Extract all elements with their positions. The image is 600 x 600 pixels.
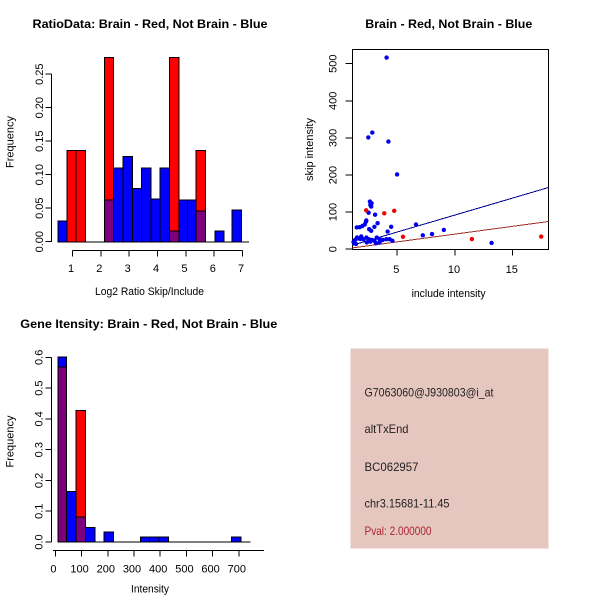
svg-text:3: 3 [125, 263, 131, 275]
svg-text:10: 10 [448, 264, 460, 276]
svg-text:0.4: 0.4 [34, 411, 46, 426]
svg-text:Frequency: Frequency [5, 116, 17, 168]
svg-text:100: 100 [328, 203, 340, 221]
svg-text:Log2 Ratio Skip/Include: Log2 Ratio Skip/Include [95, 286, 204, 298]
svg-text:5: 5 [393, 264, 399, 276]
svg-text:0.15: 0.15 [34, 130, 46, 151]
svg-text:include intensity: include intensity [412, 288, 486, 300]
svg-text:0: 0 [328, 246, 340, 252]
svg-text:altTxEnd: altTxEnd [365, 422, 409, 436]
svg-text:1: 1 [68, 263, 74, 275]
svg-text:skip intensity: skip intensity [304, 118, 316, 181]
svg-text:0.3: 0.3 [34, 442, 46, 457]
svg-text:0.20: 0.20 [34, 97, 46, 118]
svg-text:Pval: 2.000000: Pval: 2.000000 [365, 524, 432, 538]
svg-text:0.10: 0.10 [34, 164, 46, 185]
svg-text:0.5: 0.5 [34, 380, 46, 395]
svg-text:0.6: 0.6 [34, 350, 46, 365]
svg-text:400: 400 [149, 564, 167, 576]
svg-text:5: 5 [181, 263, 187, 275]
svg-text:7: 7 [238, 263, 244, 275]
svg-text:0.05: 0.05 [34, 197, 46, 218]
svg-text:RatioData: Brain - Red, Not Br: RatioData: Brain - Red, Not Brain - Blue [33, 19, 268, 31]
svg-text:6: 6 [210, 263, 216, 275]
svg-text:100: 100 [70, 564, 88, 576]
svg-text:15: 15 [506, 264, 518, 276]
svg-text:4: 4 [153, 263, 159, 275]
svg-text:0.0: 0.0 [34, 534, 46, 549]
svg-text:Intensity: Intensity [131, 584, 169, 596]
svg-text:600: 600 [201, 564, 219, 576]
svg-text:0.2: 0.2 [34, 473, 46, 488]
svg-text:0.1: 0.1 [34, 504, 46, 519]
svg-text:500: 500 [175, 564, 193, 576]
svg-text:200: 200 [328, 166, 340, 184]
svg-text:200: 200 [97, 564, 115, 576]
svg-text:Frequency: Frequency [5, 415, 17, 467]
svg-text:2: 2 [96, 263, 102, 275]
svg-text:500: 500 [328, 55, 340, 73]
svg-text:700: 700 [228, 564, 246, 576]
svg-text:Brain - Red, Not Brain - Blue: Brain - Red, Not Brain - Blue [365, 19, 532, 31]
svg-text:300: 300 [328, 129, 340, 147]
svg-text:0.25: 0.25 [34, 63, 46, 84]
svg-text:Gene Itensity: Brain - Red, No: Gene Itensity: Brain - Red, Not Brain - … [20, 319, 277, 331]
svg-text:G7063060@J930803@i_at: G7063060@J930803@i_at [365, 386, 495, 400]
svg-text:BC062957: BC062957 [365, 460, 419, 474]
svg-text:0.00: 0.00 [34, 231, 46, 252]
svg-text:chr3.15681-11.45: chr3.15681-11.45 [365, 496, 450, 510]
svg-text:0: 0 [50, 564, 56, 576]
svg-text:400: 400 [328, 92, 340, 110]
svg-text:300: 300 [123, 564, 141, 576]
